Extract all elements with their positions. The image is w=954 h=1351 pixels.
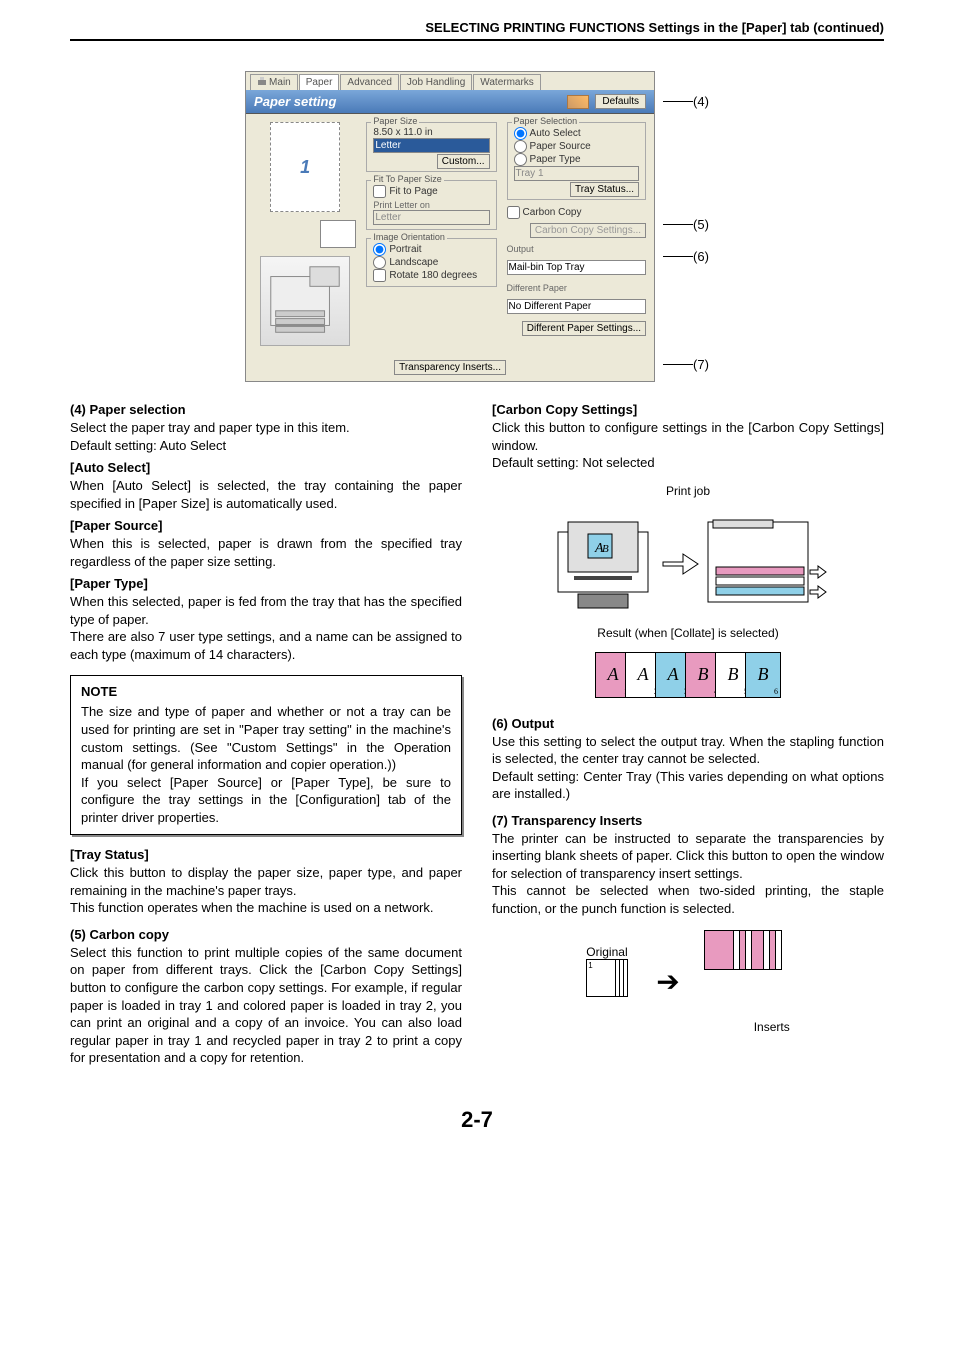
paper-size-label: Paper Size (371, 116, 419, 126)
auto-select-heading: [Auto Select] (70, 460, 462, 475)
transparency-inserts-button[interactable]: Transparency Inserts... (394, 360, 506, 375)
orientation-label: Image Orientation (371, 232, 447, 242)
printer-icon (257, 77, 267, 87)
paper-source-radio[interactable]: Paper Source (514, 140, 640, 153)
fit-to-page-group: Fit To Paper Size Fit to Page Print Lett… (366, 180, 496, 230)
note-box: NOTE The size and type of paper and whet… (70, 675, 462, 835)
tray-status-p2: This function operates when the machine … (70, 899, 462, 917)
paper-type-p1: When this selected, paper is fed from th… (70, 593, 462, 628)
cc-p2: Default setting: Not selected (492, 454, 884, 472)
s4-p1: Select the paper tray and paper type in … (70, 419, 462, 437)
note-heading: NOTE (81, 684, 451, 699)
result-label: Result (when [Collate] is selected) (597, 626, 778, 640)
cc-settings-heading: [Carbon Copy Settings] (492, 402, 884, 417)
fit-label: Fit To Paper Size (371, 174, 443, 184)
portrait-radio[interactable]: Portrait (373, 243, 489, 256)
machine-icon (260, 256, 350, 346)
print-job-diagram: A B (548, 502, 828, 622)
svg-text:B: B (602, 543, 609, 555)
note-p1: The size and type of paper and whether o… (81, 703, 451, 773)
output-select[interactable]: Mail-bin Top Tray (507, 260, 647, 275)
tab-main[interactable]: Main (250, 74, 298, 90)
s7-p2: This cannot be selected when two-sided p… (492, 882, 884, 917)
paper-dimensions: 8.50 x 11.0 in (373, 127, 489, 138)
s5-heading: (5) Carbon copy (70, 927, 462, 942)
carbon-copy-settings-button[interactable]: Carbon Copy Settings... (530, 223, 646, 238)
paper-size-group: Paper Size 8.50 x 11.0 in Letter Custom.… (366, 122, 496, 172)
defaults-button[interactable]: Defaults (595, 94, 646, 109)
paper-settings-dialog: Main Paper Advanced Job Handling Waterma… (245, 71, 655, 382)
s4-p2: Default setting: Auto Select (70, 437, 462, 455)
transparency-diagram: Original 4 3 2 1 ➔ 4 3 2 1 Inserts (492, 930, 884, 1034)
s7-heading: (7) Transparency Inserts (492, 813, 884, 828)
banner-title: Paper setting (254, 94, 336, 109)
dialog-tabs: Main Paper Advanced Job Handling Waterma… (246, 72, 654, 90)
paper-size-select[interactable]: Letter (373, 138, 489, 153)
orientation-group: Image Orientation Portrait Landscape Rot… (366, 238, 496, 287)
print-on-label: Print Letter on (373, 200, 489, 210)
rotate-checkbox[interactable]: Rotate 180 degrees (373, 269, 489, 282)
diff-paper-settings-button[interactable]: Different Paper Settings... (522, 321, 646, 336)
inserts-label: Inserts (700, 1020, 790, 1034)
cc-p1: Click this button to configure settings … (492, 419, 884, 454)
callout-6: (6) (693, 249, 709, 264)
diff-paper-label: Different Paper (507, 283, 647, 293)
callouts: (4) (5) (6) (7) (663, 71, 709, 382)
callout-5: (5) (693, 217, 709, 232)
paper-type-heading: [Paper Type] (70, 576, 462, 591)
callout-7: (7) (693, 357, 709, 372)
tray-status-heading: [Tray Status] (70, 847, 462, 862)
custom-button[interactable]: Custom... (437, 154, 490, 169)
original-label: Original (586, 945, 636, 959)
right-column: [Carbon Copy Settings] Click this button… (492, 402, 884, 1077)
header-title: SELECTING PRINTING FUNCTIONS Settings in… (70, 20, 884, 35)
preview-column: 1 (254, 122, 356, 346)
page-preview: 1 (270, 122, 340, 212)
s6-p2: Default setting: Center Tray (This varie… (492, 768, 884, 803)
auto-select-radio[interactable]: Auto Select (514, 127, 640, 140)
paper-type-radio[interactable]: Paper Type (514, 153, 640, 166)
note-p2: If you select [Paper Source] or [Paper T… (81, 774, 451, 827)
page-number: 2-7 (70, 1107, 884, 1133)
diff-paper-select[interactable]: No Different Paper (507, 299, 647, 314)
print-on-select: Letter (373, 210, 489, 225)
print-job-label: Print job (666, 484, 710, 498)
carbon-copy-checkbox[interactable]: Carbon Copy (507, 206, 647, 219)
paper-selection-label: Paper Selection (512, 116, 580, 126)
tray-status-button[interactable]: Tray Status... (570, 182, 639, 197)
brush-icon (567, 95, 589, 109)
tab-watermarks[interactable]: Watermarks (473, 74, 541, 90)
landscape-radio[interactable]: Landscape (373, 256, 489, 269)
paper-type-p2: There are also 7 user type settings, and… (70, 628, 462, 663)
left-column: (4) Paper selection Select the paper tra… (70, 402, 462, 1077)
stack-page: B6 (745, 652, 781, 698)
s7-p1: The printer can be instructed to separat… (492, 830, 884, 883)
tray-select: Tray 1 (514, 166, 640, 181)
tab-main-label: Main (269, 77, 291, 88)
tab-paper[interactable]: Paper (299, 74, 340, 90)
dialog-wrapper: Main Paper Advanced Job Handling Waterma… (70, 71, 884, 382)
fit-checkbox[interactable]: Fit to Page (373, 185, 489, 198)
s6-heading: (6) Output (492, 716, 884, 731)
output-label: Output (507, 244, 647, 254)
page-header: SELECTING PRINTING FUNCTIONS Settings in… (70, 20, 884, 41)
paper-source-p: When this is selected, paper is drawn fr… (70, 535, 462, 570)
auto-select-p: When [Auto Select] is selected, the tray… (70, 477, 462, 512)
paper-source-heading: [Paper Source] (70, 518, 462, 533)
arrow-icon: ➔ (656, 965, 679, 998)
small-preview (320, 220, 356, 248)
callout-4: (4) (693, 94, 709, 109)
s5-p: Select this function to print multiple c… (70, 944, 462, 1067)
s4-heading: (4) Paper selection (70, 402, 462, 417)
paper-selection-group: Paper Selection Auto Select Paper Source… (507, 122, 647, 200)
result-stack: A1A2A3B4B5B6 (595, 652, 781, 698)
tray-status-p1: Click this button to display the paper s… (70, 864, 462, 899)
tab-advanced[interactable]: Advanced (340, 74, 398, 90)
s6-p1: Use this setting to select the output tr… (492, 733, 884, 768)
tab-job-handling[interactable]: Job Handling (400, 74, 472, 90)
dialog-banner: Paper setting Defaults (246, 90, 654, 114)
